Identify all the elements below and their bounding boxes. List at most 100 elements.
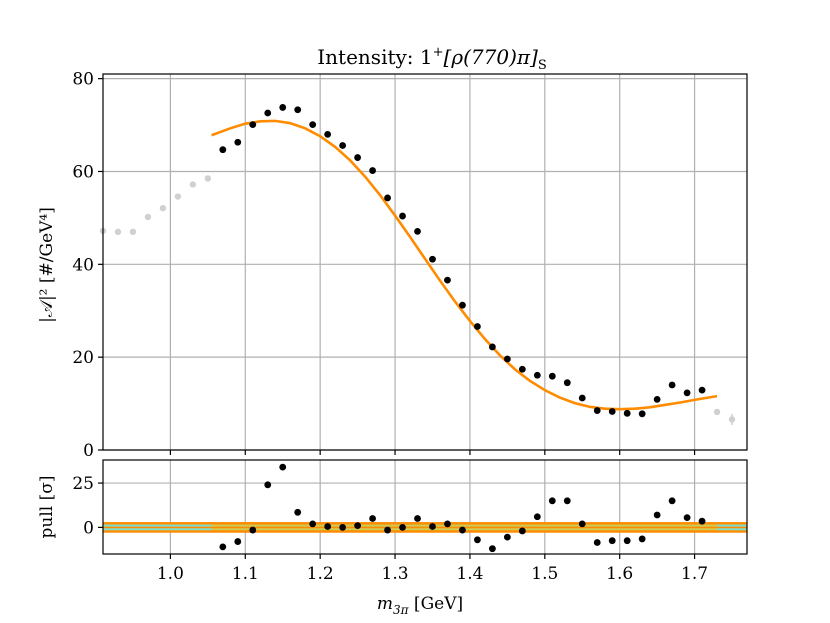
data-point <box>309 121 317 128</box>
pull-point <box>354 522 362 530</box>
data-point <box>354 154 362 161</box>
x-tick-label: 1.5 <box>531 564 558 584</box>
pull-point <box>444 520 451 528</box>
x-axis-label: m3π [GeV] <box>377 594 463 617</box>
intensity-axes-frame <box>102 73 748 451</box>
data-point <box>488 343 496 351</box>
pull-points <box>219 463 706 553</box>
pull-point <box>593 539 601 546</box>
pull-point <box>503 533 511 541</box>
data-point <box>503 355 511 363</box>
pull-point <box>414 515 421 522</box>
pull-point <box>429 523 436 530</box>
pull-point <box>698 517 706 525</box>
pull-point <box>638 535 646 543</box>
intensity-y-ticks: 0 20 40 60 80 <box>72 70 103 461</box>
data-point <box>563 379 571 387</box>
pull-panel: 0 25 1.0 1.1 1.2 1.3 1.4 1.5 1.6 1.7 pull [σ] <box>37 459 748 584</box>
excluded-point <box>204 175 212 182</box>
pull-point <box>488 545 496 553</box>
excluded-points <box>99 175 736 425</box>
pull-axes-frame <box>102 459 748 555</box>
data-point <box>399 212 406 220</box>
y-tick-label: 0 <box>83 518 94 538</box>
data-point <box>444 276 451 284</box>
pull-point <box>533 513 541 521</box>
data-point <box>324 130 332 138</box>
x-tick-label: 1.6 <box>606 564 633 584</box>
y-tick-label: 25 <box>72 474 94 494</box>
data-point <box>414 227 421 235</box>
data-point <box>294 106 302 114</box>
data-point <box>608 408 616 415</box>
x-tick-label: 1.0 <box>157 564 184 584</box>
pull-point <box>234 538 242 545</box>
data-point <box>578 394 586 402</box>
data-point <box>234 138 242 146</box>
pull-point <box>399 523 406 531</box>
pull-point <box>369 515 376 522</box>
y-tick-label: 80 <box>72 70 94 90</box>
excluded-point <box>728 416 736 423</box>
excluded-point <box>144 213 152 221</box>
pull-band <box>103 522 747 533</box>
fit-curve <box>211 119 718 411</box>
excluded-point <box>189 181 197 188</box>
pull-point <box>518 527 526 535</box>
pull-point <box>294 508 302 516</box>
y-tick-label: 0 <box>83 441 94 461</box>
data-point <box>459 301 466 309</box>
pull-point <box>608 537 616 545</box>
data-point <box>623 409 631 417</box>
pull-point <box>623 537 631 545</box>
pull-point <box>249 526 257 534</box>
pull-point <box>683 514 691 522</box>
data-point <box>593 407 601 414</box>
pull-y-ticks: 0 25 <box>72 474 103 538</box>
y-tick-label: 60 <box>72 162 94 182</box>
pull-point <box>459 526 466 534</box>
data-points <box>219 104 706 418</box>
pull-point <box>653 511 661 519</box>
y-tick-label: 40 <box>72 255 94 275</box>
fit-line <box>211 119 718 411</box>
intensity-y-label: |𝒜|² [#/GeV⁴] <box>37 207 57 323</box>
pull-point <box>474 536 481 544</box>
excluded-point <box>159 204 167 212</box>
pull-point <box>309 520 317 528</box>
pull-point <box>578 520 586 528</box>
x-tick-label: 1.3 <box>382 564 409 584</box>
excluded-point <box>114 228 122 236</box>
data-point <box>219 146 227 154</box>
data-point <box>698 386 706 394</box>
data-point <box>384 194 391 202</box>
x-tick-label: 1.1 <box>232 564 259 584</box>
data-point <box>369 167 376 174</box>
intensity-x-ticks <box>169 450 696 455</box>
excluded-point <box>713 408 721 416</box>
data-point <box>668 381 676 389</box>
x-tick-label: 1.2 <box>307 564 334 584</box>
pull-point <box>563 497 571 505</box>
data-point <box>638 410 646 418</box>
pull-point <box>384 526 391 534</box>
data-point <box>429 255 436 263</box>
y-tick-label: 20 <box>72 348 94 368</box>
pull-y-label: pull [σ] <box>37 476 57 539</box>
pull-point <box>279 463 287 471</box>
x-tick-label: 1.7 <box>681 564 708 584</box>
pull-point <box>264 481 272 489</box>
pull-grid <box>103 460 747 554</box>
data-point <box>683 389 691 397</box>
data-point <box>249 121 257 128</box>
data-point <box>548 372 556 380</box>
chart-title: Intensity: 1+[ρ(770)π]S <box>317 45 546 73</box>
pull-point <box>548 497 556 505</box>
data-point <box>339 142 347 149</box>
data-point <box>474 323 481 330</box>
pull-point <box>324 523 332 530</box>
data-point <box>264 109 272 117</box>
excluded-point <box>129 228 137 236</box>
intensity-grid <box>103 74 747 451</box>
